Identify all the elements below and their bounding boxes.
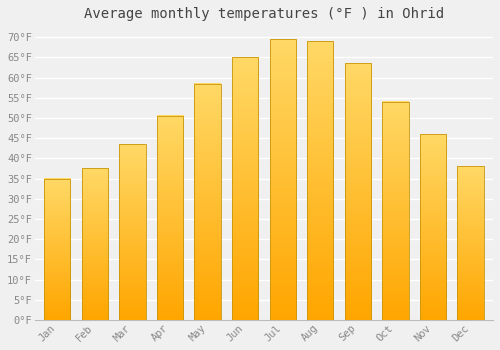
Bar: [458, 166, 483, 320]
Bar: [307, 41, 334, 320]
Bar: [157, 116, 183, 320]
Bar: [194, 84, 220, 320]
Bar: [44, 178, 70, 320]
Bar: [232, 57, 258, 320]
Bar: [420, 134, 446, 320]
Bar: [382, 102, 408, 320]
Bar: [270, 39, 296, 320]
Bar: [344, 63, 371, 320]
Bar: [270, 39, 296, 320]
Bar: [120, 144, 146, 320]
Title: Average monthly temperatures (°F ) in Ohrid: Average monthly temperatures (°F ) in Oh…: [84, 7, 444, 21]
Bar: [307, 41, 334, 320]
Bar: [420, 134, 446, 320]
Bar: [44, 178, 70, 320]
Bar: [344, 63, 371, 320]
Bar: [120, 144, 146, 320]
Bar: [458, 166, 483, 320]
Bar: [194, 84, 220, 320]
Bar: [382, 102, 408, 320]
Bar: [82, 168, 108, 320]
Bar: [232, 57, 258, 320]
Bar: [82, 168, 108, 320]
Bar: [157, 116, 183, 320]
